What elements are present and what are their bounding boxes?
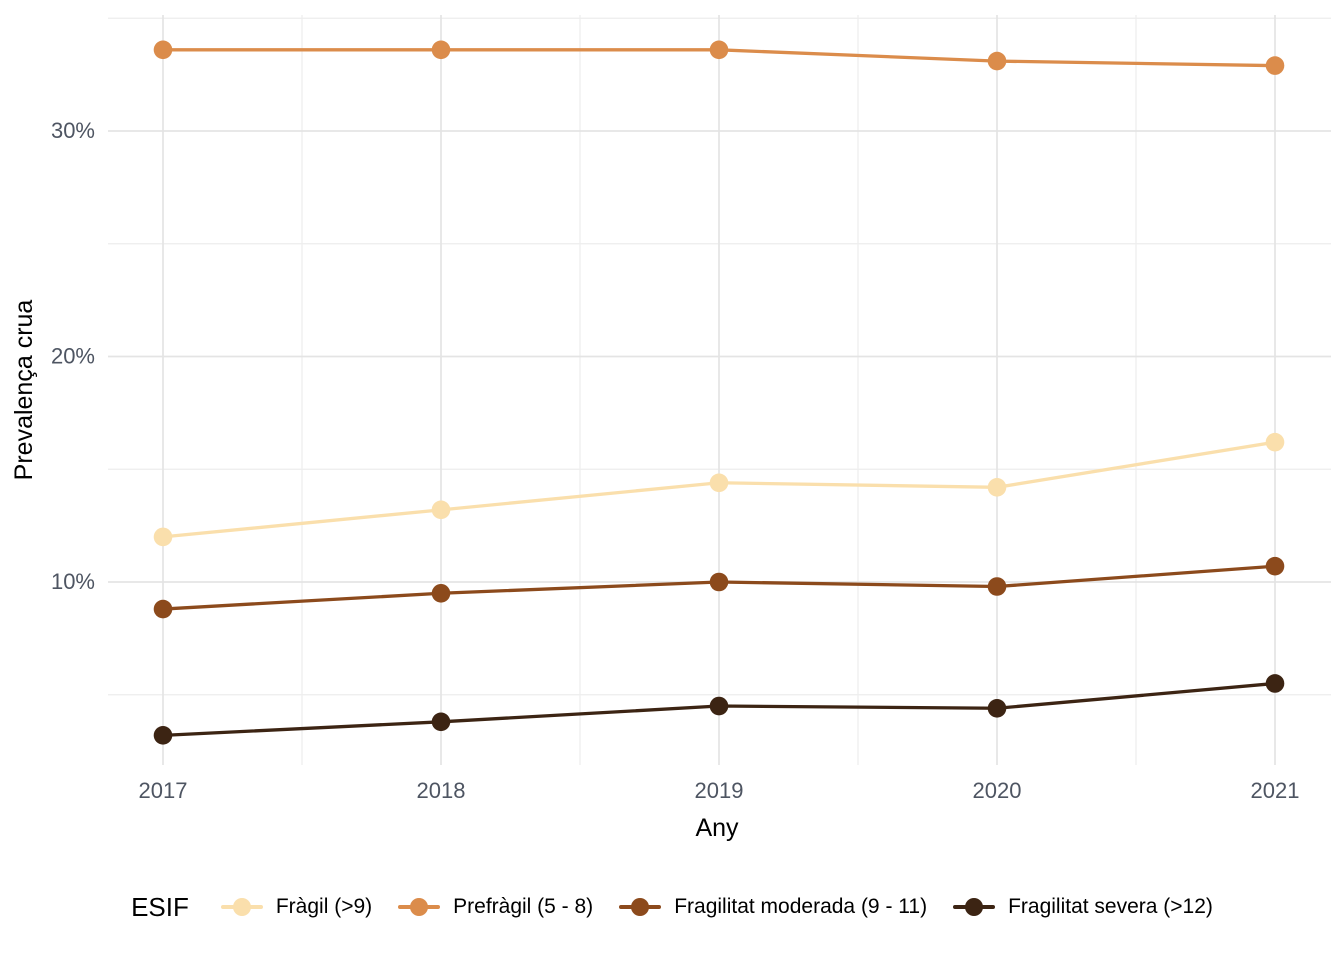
legend-item-3: Fragilitat severa (>12) bbox=[953, 895, 1213, 919]
chart-point-series-1-2021 bbox=[1265, 56, 1285, 75]
legend-item-2: Fragilitat moderada (9 - 11) bbox=[619, 895, 927, 919]
legend-key-icon bbox=[953, 896, 996, 918]
x-tick-label: 2020 bbox=[973, 778, 1022, 803]
x-tick-label: 2021 bbox=[1251, 778, 1300, 803]
legend-key-dot bbox=[965, 898, 984, 916]
chart-legend: ESIF Fràgil (>9) Prefràgil (5 - 8) Fragili… bbox=[0, 872, 1344, 942]
legend-item-label: Fragilitat moderada (9 - 11) bbox=[674, 895, 928, 918]
chart-point-series-3-2020 bbox=[987, 698, 1007, 718]
chart-point-series-2-2018 bbox=[431, 583, 451, 603]
line-chart-canvas: 10% 20% 30% 2017 2018 2019 2020 2021 Any Prevalen… bbox=[10, 15, 1331, 842]
chart-point-series-1-2017 bbox=[153, 40, 173, 60]
legend-item-1: Prefràgil (5 - 8) bbox=[398, 895, 593, 919]
x-tick-label: 2018 bbox=[417, 778, 466, 803]
y-tick-label: 10% bbox=[51, 569, 95, 594]
legend-item-label: Prefràgil (5 - 8) bbox=[453, 895, 594, 918]
legend-key-dot bbox=[631, 898, 650, 916]
legend-key-dot bbox=[410, 898, 429, 916]
chart-point-series-3-2017 bbox=[153, 726, 173, 745]
chart-point-series-3-2018 bbox=[431, 712, 451, 732]
chart-point-series-2-2021 bbox=[1265, 556, 1285, 576]
chart-point-series-0-2018 bbox=[431, 500, 451, 520]
chart-point-series-0-2017 bbox=[153, 527, 173, 547]
chart-point-series-0-2019 bbox=[709, 473, 729, 493]
chart-point-series-1-2020 bbox=[987, 51, 1007, 71]
legend-key-icon bbox=[220, 896, 263, 918]
legend-item-label: Fragilitat severa (>12) bbox=[1008, 895, 1213, 918]
chart-point-series-2-2017 bbox=[153, 599, 173, 619]
y-tick-label: 30% bbox=[51, 118, 95, 143]
chart-point-series-0-2021 bbox=[1265, 432, 1285, 452]
x-tick-label: 2017 bbox=[139, 778, 188, 803]
legend-key-dot bbox=[232, 898, 251, 916]
chart-point-series-1-2019 bbox=[709, 40, 729, 60]
legend-item-0: Fràgil (>9) bbox=[220, 895, 373, 919]
chart-point-series-2-2019 bbox=[709, 572, 729, 592]
legend-key-icon bbox=[398, 896, 441, 918]
chart-point-series-3-2019 bbox=[709, 696, 729, 716]
chart-point-series-0-2020 bbox=[987, 477, 1007, 497]
legend-key-icon bbox=[619, 896, 662, 918]
chart-point-series-1-2018 bbox=[431, 40, 451, 60]
y-axis-title: Prevalença crua bbox=[10, 300, 38, 481]
y-tick-label: 20% bbox=[51, 344, 95, 369]
chart-point-series-2-2020 bbox=[987, 577, 1007, 596]
legend-title: ESIF bbox=[131, 891, 189, 922]
chart-point-series-3-2021 bbox=[1265, 674, 1285, 693]
legend-item-label: Fràgil (>9) bbox=[275, 895, 373, 918]
x-tick-label: 2019 bbox=[695, 778, 744, 803]
x-axis-title: Any bbox=[695, 814, 739, 842]
